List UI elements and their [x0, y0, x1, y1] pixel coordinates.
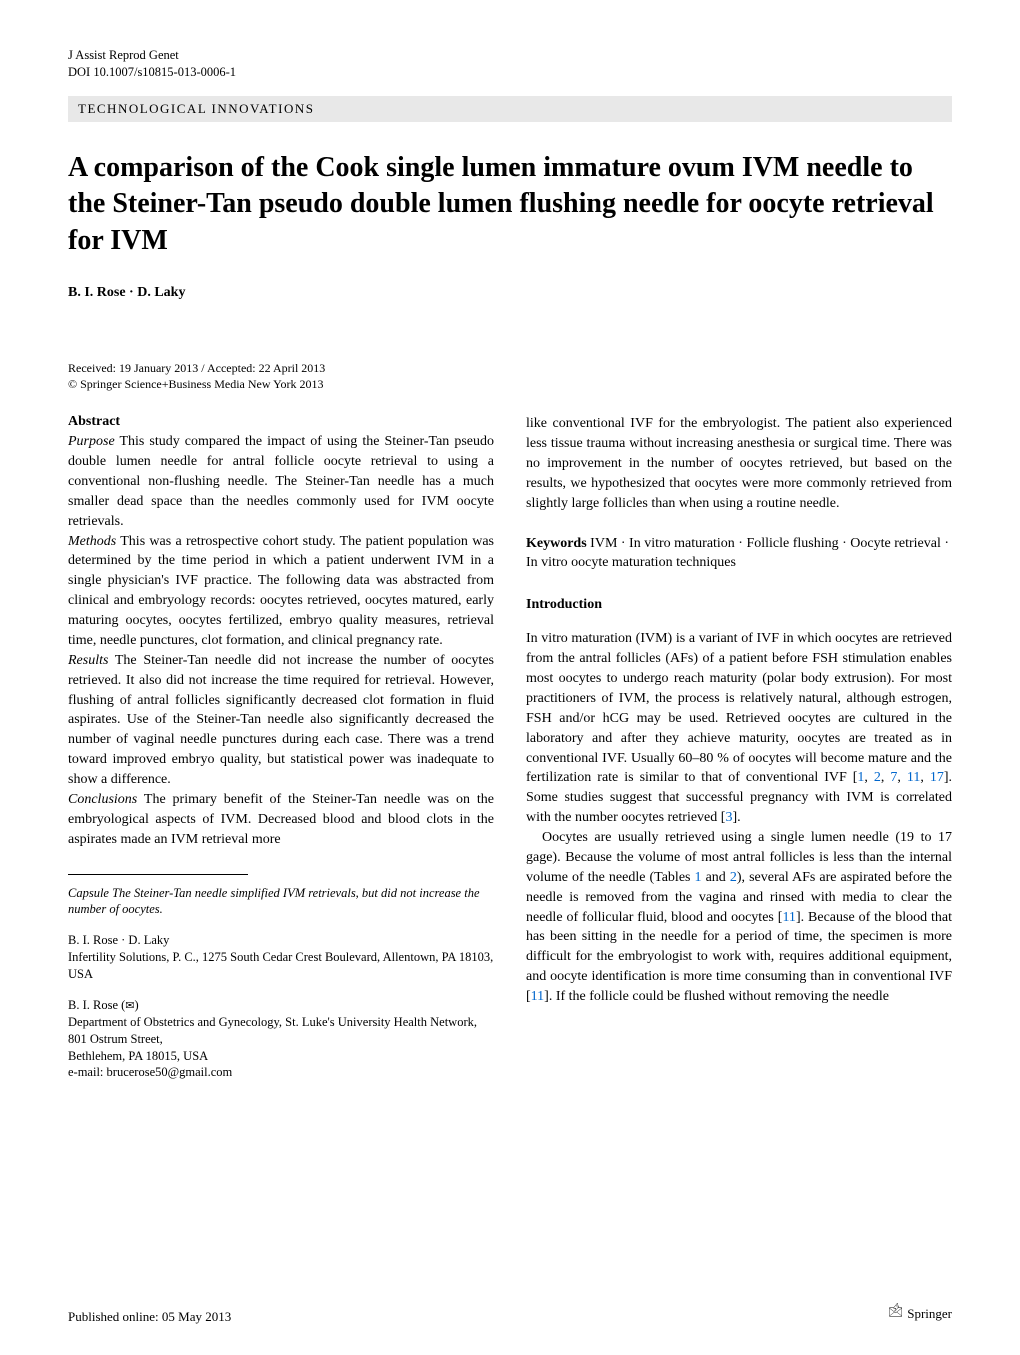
intro-paragraph-1: In vitro maturation (IVM) is a variant o… [526, 629, 952, 828]
doi: DOI 10.1007/s10815-013-0006-1 [68, 65, 952, 80]
sep4: , [920, 770, 929, 785]
abstract-continuation: like conventional IVF for the embryologi… [526, 414, 952, 513]
sep5: and [702, 870, 730, 885]
envelope-icon: ✉ [125, 1000, 134, 1012]
sep3: , [897, 770, 906, 785]
keywords: Keywords IVM · In vitro maturation · Fol… [526, 534, 952, 574]
abstract-conclusions: Conclusions The primary benefit of the S… [68, 790, 494, 850]
capsule-label: Capsule [68, 886, 109, 900]
journal-name: J Assist Reprod Genet [68, 48, 952, 63]
footnote-divider [68, 874, 248, 875]
email-label: e-mail: [68, 1065, 107, 1079]
two-column-layout: Abstract Purpose This study compared the… [68, 414, 952, 1095]
sep2: , [881, 770, 890, 785]
intro-p2-text-e: ]. If the follicle could be flushed with… [544, 989, 889, 1004]
aff2-author-line: B. I. Rose (✉) [68, 997, 494, 1014]
results-label: Results [68, 653, 108, 668]
table-ref-2[interactable]: 2 [730, 870, 737, 885]
aff2-close: ) [135, 998, 139, 1012]
table-ref-1[interactable]: 1 [695, 870, 702, 885]
copyright: © Springer Science+Business Media New Yo… [68, 377, 952, 392]
intro-paragraph-2: Oocytes are usually retrieved using a si… [526, 828, 952, 1007]
ref-2[interactable]: 2 [874, 770, 881, 785]
abstract-results: Results The Steiner-Tan needle did not i… [68, 651, 494, 790]
introduction-heading: Introduction [526, 597, 952, 613]
right-column: like conventional IVF for the embryologi… [526, 414, 952, 1095]
aff1-text: Infertility Solutions, P. C., 1275 South… [68, 949, 494, 983]
ref-11c[interactable]: 11 [531, 989, 544, 1004]
published-online: Published online: 05 May 2013 [68, 1309, 231, 1325]
aff2-city: Bethlehem, PA 18015, USA [68, 1048, 494, 1065]
methods-label: Methods [68, 534, 116, 549]
results-text: The Steiner-Tan needle did not increase … [68, 653, 494, 787]
aff2-email: e-mail: brucerose50@gmail.com [68, 1064, 494, 1081]
left-column: Abstract Purpose This study compared the… [68, 414, 494, 1095]
authors: B. I. Rose · D. Laky [68, 285, 952, 301]
keywords-label: Keywords [526, 536, 587, 551]
purpose-label: Purpose [68, 434, 115, 449]
email-value: brucerose50@gmail.com [107, 1065, 233, 1079]
capsule: Capsule The Steiner-Tan needle simplifie… [68, 885, 494, 919]
sep1: , [864, 770, 873, 785]
intro-p1-text-g: ]. [732, 810, 740, 825]
springer-footer: 🖄 Springer [888, 1303, 952, 1325]
purpose-text: This study compared the impact of using … [68, 434, 494, 529]
ref-11b[interactable]: 11 [782, 910, 795, 925]
dates: Received: 19 January 2013 / Accepted: 22… [68, 361, 952, 376]
aff2-author: B. I. Rose ( [68, 998, 125, 1012]
affiliation-2: B. I. Rose (✉) Department of Obstetrics … [68, 997, 494, 1081]
aff1-authors: B. I. Rose · D. Laky [68, 932, 494, 949]
intro-p1-text-a: In vitro maturation (IVM) is a variant o… [526, 631, 952, 785]
abstract-heading: Abstract [68, 414, 494, 430]
affiliation-1: B. I. Rose · D. Laky Infertility Solutio… [68, 932, 494, 983]
aff2-dept: Department of Obstetrics and Gynecology,… [68, 1014, 494, 1048]
ref-17[interactable]: 17 [930, 770, 944, 785]
springer-text: Springer [907, 1306, 952, 1322]
abstract-purpose: Purpose This study compared the impact o… [68, 432, 494, 531]
keywords-text: IVM · In vitro maturation · Follicle flu… [526, 536, 949, 571]
springer-icon: 🖄 [888, 1303, 903, 1325]
section-label: TECHNOLOGICAL INNOVATIONS [68, 96, 952, 122]
conclusions-label: Conclusions [68, 792, 137, 807]
ref-11a[interactable]: 11 [907, 770, 920, 785]
capsule-text: The Steiner-Tan needle simplified IVM re… [68, 886, 480, 917]
methods-text: This was a retrospective cohort study. T… [68, 534, 494, 648]
abstract-methods: Methods This was a retrospective cohort … [68, 532, 494, 651]
article-title: A comparison of the Cook single lumen im… [68, 150, 952, 259]
